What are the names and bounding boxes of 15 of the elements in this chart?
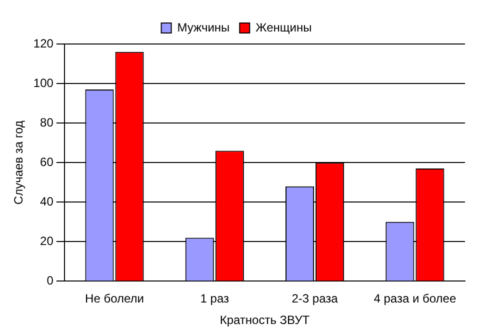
y-tick-label: 20 — [40, 234, 54, 248]
y-tick-label: 40 — [40, 194, 54, 208]
y-tick-label: 80 — [40, 115, 54, 130]
y-tick-label: 60 — [40, 154, 54, 169]
x-tick-label: 1 раз — [200, 292, 230, 306]
y-tick-label: 120 — [33, 36, 54, 50]
x-tick-label: 2-3 раза — [292, 292, 338, 306]
y-tick-label: 0 — [46, 274, 54, 288]
legend-label: Женщины — [256, 20, 312, 34]
x-tick-label: Не болели — [85, 292, 144, 306]
x-tick-label: 4 раза и более — [374, 292, 456, 306]
x-axis-title: Кратность ЗВУТ — [220, 313, 310, 328]
y-axis-title: Случаев за год — [12, 120, 26, 205]
legend-label: Мужчины — [177, 20, 230, 34]
y-tick-label: 100 — [33, 76, 54, 90]
